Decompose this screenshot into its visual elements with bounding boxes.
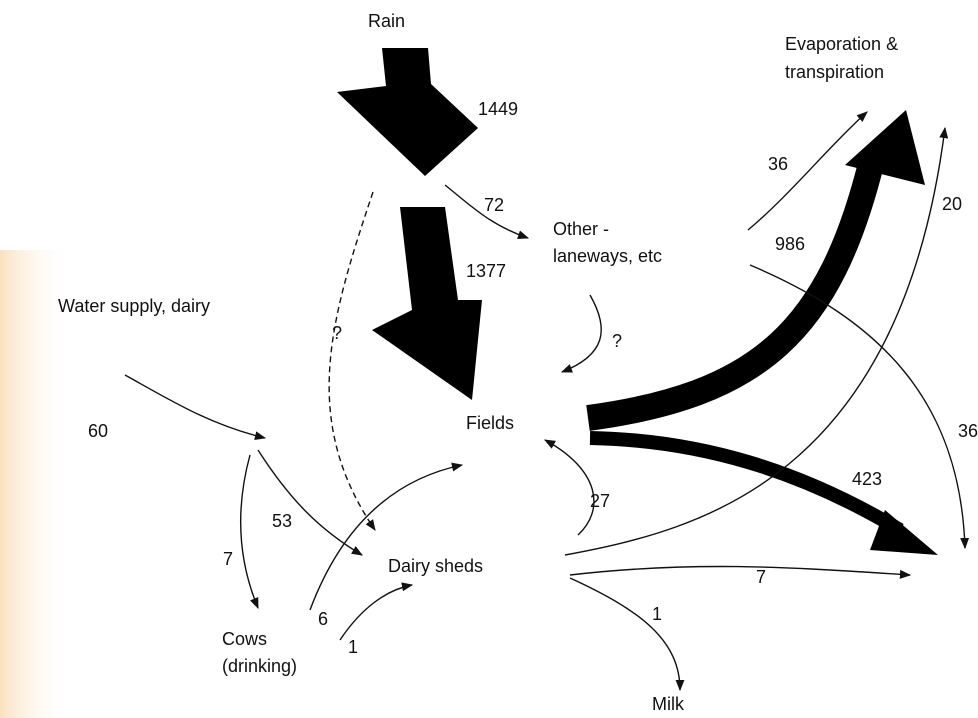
flow-label: 7 (756, 567, 766, 587)
flow-label: 1449 (478, 99, 518, 119)
flow-label: ? (612, 331, 622, 351)
drainage-arrowhead (870, 510, 938, 555)
background-tint (0, 250, 70, 718)
arrow (444, 184, 530, 239)
flow-label: 36 (958, 421, 978, 441)
flow-label: ? (332, 323, 342, 343)
fields-arrow (372, 207, 482, 400)
arrow (239, 454, 259, 610)
node-label: transpiration (785, 62, 884, 82)
flow-label: 53 (272, 511, 292, 531)
arrow (339, 582, 414, 641)
flow-label: 986 (775, 234, 805, 254)
dashed-arrow (328, 191, 376, 531)
node-label: laneways, etc (553, 246, 662, 266)
node-label: Fields (466, 413, 514, 433)
node-label: Other - (553, 219, 609, 239)
flow-label: 1 (348, 637, 358, 657)
node-label: Milk (652, 694, 685, 714)
flow-label: 1 (652, 604, 662, 624)
flow-label: 20 (942, 194, 962, 214)
drainage-flow (589, 431, 904, 537)
node-label: Water supply, dairy (58, 296, 210, 316)
evaporation-arrowhead (845, 110, 925, 185)
arrow (569, 577, 685, 692)
arrow (747, 111, 868, 231)
flow-label: 6 (318, 609, 328, 629)
flow-label: 27 (590, 491, 610, 511)
arrow (544, 439, 595, 536)
node-label: Rain (368, 11, 405, 31)
flow-label: 7 (223, 549, 233, 569)
flow-label: 36 (768, 154, 788, 174)
node-label: Dairy sheds (388, 556, 483, 576)
arrow (749, 264, 970, 550)
arrow (560, 294, 602, 373)
arrow (309, 462, 464, 611)
node-label: Cows (222, 629, 267, 649)
arrow (124, 374, 267, 441)
node-label: Evaporation & (785, 34, 898, 54)
arrow (569, 565, 912, 579)
flow-label: 1377 (466, 261, 506, 281)
flow-label: 423 (852, 469, 882, 489)
arrow (257, 449, 363, 556)
rain-arrow (337, 48, 478, 176)
flow-label: 60 (88, 421, 108, 441)
evaporation-flow (586, 156, 885, 431)
arrow (564, 126, 949, 556)
node-label: (drinking) (222, 656, 297, 676)
flow-label: 72 (484, 195, 504, 215)
